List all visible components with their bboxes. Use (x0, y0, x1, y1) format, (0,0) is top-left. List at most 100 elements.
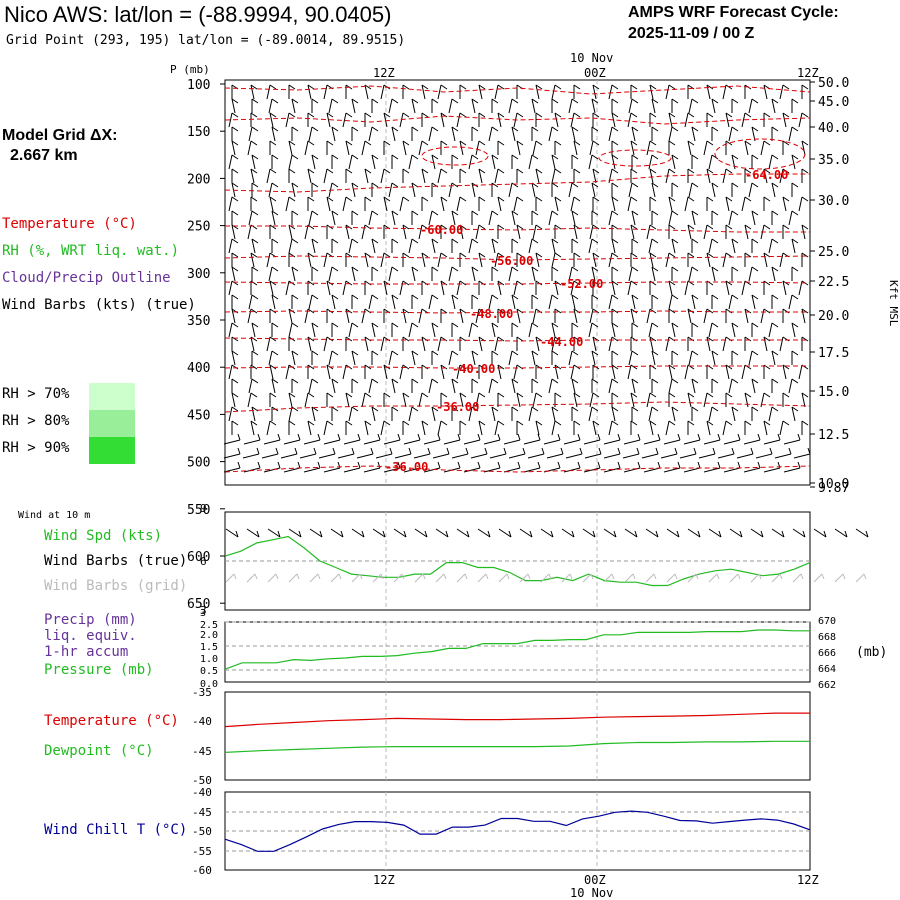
wind-barb (383, 280, 391, 296)
wind-barb (671, 406, 679, 422)
wind-barb (801, 420, 809, 435)
wind-barb (497, 392, 505, 407)
wind-barb (231, 98, 239, 114)
wind-barb (668, 280, 676, 296)
wind-barb (668, 392, 676, 407)
contour-label: -56.00 (490, 254, 533, 268)
wind-barb (402, 252, 410, 267)
wind-barb (497, 196, 505, 212)
wind-barb-grid (603, 573, 615, 583)
wind-barb (771, 294, 779, 309)
wind-barb (571, 238, 579, 253)
wind-barb (311, 238, 319, 254)
wind-barb-grid (330, 573, 342, 583)
wind-barb (402, 420, 410, 435)
wind-barb (251, 182, 259, 197)
kft-tick-label: 12.5 (818, 428, 849, 443)
wind-barb (779, 252, 790, 268)
wind-barb (751, 294, 759, 310)
wind-barb (459, 84, 467, 99)
wind-tick-label: 3 (200, 604, 207, 617)
wind-barb (630, 224, 638, 240)
wind-barb (583, 461, 601, 473)
wind-barb-grid (834, 573, 846, 583)
wind-barb (691, 378, 699, 394)
wind-barb-true (246, 528, 260, 538)
legend-liq-equiv: liq. equiv. (44, 628, 137, 644)
wind-barb (573, 224, 581, 240)
wind-barb (356, 447, 374, 459)
wind-barb (475, 140, 486, 156)
wind-barb (371, 350, 379, 365)
wind-barb (722, 420, 733, 436)
temperature-contour (225, 225, 810, 233)
wind-barb (649, 252, 657, 268)
contour-label: -64.00 (745, 168, 788, 182)
wind-barb (271, 238, 279, 253)
kft-tick-label: 40.0 (818, 121, 849, 136)
wind-barb (408, 406, 419, 422)
wind-barb (631, 238, 639, 253)
pressure-tick-label: 500 (187, 456, 210, 471)
pressure-tick-label: 400 (187, 361, 210, 376)
wind-barb (431, 406, 439, 422)
model-grid-label: Model Grid ΔX: 2.667 km (2, 126, 118, 166)
wind-barb-true (414, 528, 428, 538)
wind-barb (421, 364, 429, 379)
legend-dewpoint: Dewpoint (°C) (44, 743, 154, 759)
temperature-contour (224, 401, 811, 413)
wind-barb (323, 84, 334, 100)
wind-barb (516, 420, 524, 435)
wind-barb (611, 140, 619, 155)
wind-barb (478, 336, 486, 352)
wind-barb (231, 266, 239, 282)
windchill-tick-label: -55 (192, 845, 212, 858)
wind-barb (649, 420, 657, 436)
wind-barb (646, 224, 657, 240)
wind-barb (551, 182, 559, 197)
wind-barb (380, 168, 391, 184)
wind-barb (348, 238, 359, 254)
pressure-tick-label-right: 666 (818, 648, 836, 659)
wind-barb (431, 182, 439, 197)
wind-barb (328, 98, 339, 114)
wind-barb (363, 433, 381, 445)
wind-barb (497, 140, 505, 155)
wind-barb (364, 112, 372, 127)
wind-barb (573, 392, 581, 408)
wind-barb (508, 350, 519, 366)
wind-barb (668, 364, 676, 380)
wind-barb (668, 378, 679, 394)
wind-barb (421, 280, 429, 295)
wind-barb (782, 196, 790, 212)
temp-panel-frame (224, 691, 811, 781)
wind-barb (779, 336, 790, 352)
wind-barb (611, 364, 619, 380)
wind-barb (627, 112, 638, 128)
rh80-swatch (89, 410, 135, 437)
wind-barb (570, 196, 581, 212)
wind-barb (531, 182, 539, 198)
temperature-contour (224, 115, 811, 125)
wind-barb (782, 140, 790, 155)
wind-barb (744, 392, 752, 408)
wind-barb (691, 294, 699, 310)
wind-barb (459, 140, 467, 156)
wind-barb (648, 406, 659, 422)
wind-barb (568, 182, 579, 198)
wind-barb-true (708, 528, 722, 538)
wind-barb (528, 154, 539, 170)
wind-barb (628, 350, 639, 366)
wind-barb (421, 168, 429, 184)
wind-barb-true (477, 528, 491, 538)
wind-barb (768, 154, 779, 170)
legend-accum: 1-hr accum (44, 644, 129, 660)
wind-barb (303, 461, 321, 473)
wind-barb (763, 84, 771, 100)
wind-barb (671, 154, 679, 170)
pressure-tick-label: 550 (187, 503, 210, 518)
wind-barb (437, 420, 448, 436)
wind-barb (288, 392, 296, 408)
wind-barb-grid (540, 573, 552, 583)
wind-barb (631, 126, 639, 142)
